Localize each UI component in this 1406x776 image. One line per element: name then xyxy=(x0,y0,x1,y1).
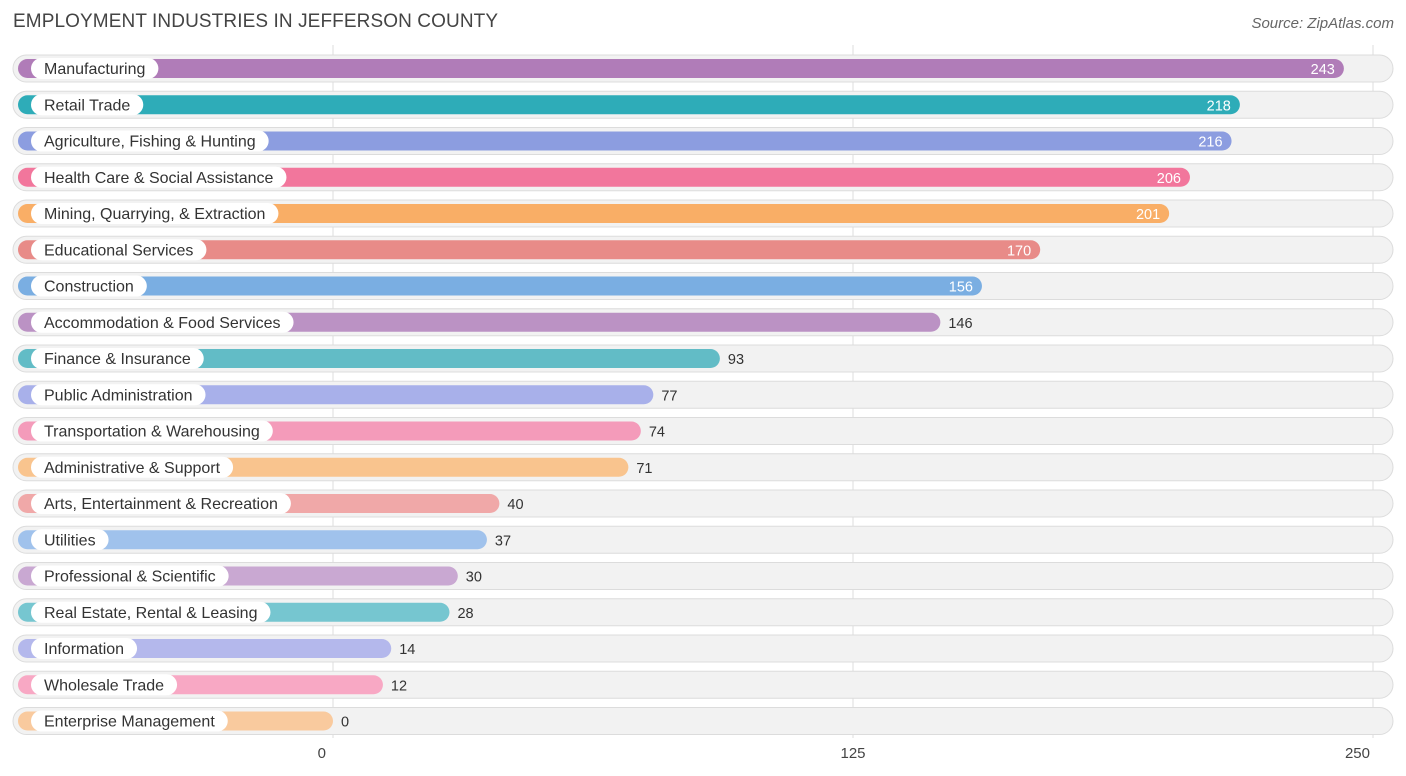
value-label: 93 xyxy=(728,352,744,368)
category-label: Utilities xyxy=(44,532,96,549)
category-label: Accommodation & Food Services xyxy=(44,315,281,332)
bar-row: Finance & Insurance 93 xyxy=(12,344,1394,373)
value-label: 216 xyxy=(1198,135,1222,151)
value-label: 0 xyxy=(341,715,349,731)
category-label: Information xyxy=(44,641,124,658)
category-label-pill xyxy=(31,493,291,514)
bar-row: Transportation & Warehousing 74 xyxy=(12,417,1394,445)
bar-row: Manufacturing 243 xyxy=(12,54,1394,83)
value-label: 28 xyxy=(457,606,473,622)
value-label: 40 xyxy=(507,497,523,513)
category-label-pill xyxy=(31,710,228,732)
value-label: 243 xyxy=(1311,62,1335,78)
category-label: Health Care & Social Assistance xyxy=(44,170,274,187)
category-label-pill xyxy=(31,58,159,79)
bar-row: Educational Services 170 xyxy=(12,235,1394,264)
bar xyxy=(18,240,1041,260)
category-label: Transportation & Warehousing xyxy=(44,424,260,441)
bar xyxy=(18,131,1232,151)
category-label: Real Estate, Rental & Leasing xyxy=(44,605,257,622)
value-label: 12 xyxy=(391,678,407,694)
bar-row: Public Administration 77 xyxy=(12,380,1394,409)
bar-row: Health Care & Social Assistance 206 xyxy=(12,163,1394,192)
category-label: Mining, Quarrying, & Extraction xyxy=(44,206,265,223)
chart-title: EMPLOYMENT INDUSTRIES IN JEFFERSON COUNT… xyxy=(13,11,499,32)
bar xyxy=(18,59,1344,78)
value-label: 206 xyxy=(1157,171,1181,187)
bar-row: Construction 156 xyxy=(12,272,1394,300)
category-label-pill xyxy=(31,275,147,297)
bar-row: Utilities 37 xyxy=(12,525,1394,554)
bar-row: Accommodation & Food Services 146 xyxy=(12,308,1394,337)
category-label: Administrative & Support xyxy=(44,460,221,477)
category-label: Agriculture, Fishing & Hunting xyxy=(44,134,256,151)
category-label: Professional & Scientific xyxy=(44,569,216,586)
x-tick-label: 125 xyxy=(840,745,865,762)
chart-source: Source: ZipAtlas.com xyxy=(1251,15,1394,32)
value-label: 74 xyxy=(649,425,665,441)
bar xyxy=(18,204,1170,223)
category-label-pill xyxy=(31,166,287,188)
bar-row: Enterprise Management 0 xyxy=(12,707,1394,735)
rows-layer: Manufacturing 243 Retail Trade 218 Agricultu… xyxy=(12,54,1394,735)
category-label: Manufacturing xyxy=(44,61,145,78)
bar-row: Agriculture, Fishing & Hunting 216 xyxy=(12,127,1394,155)
value-label: 37 xyxy=(495,533,511,549)
category-label-pill xyxy=(31,674,178,696)
bar-row: Mining, Quarrying, & Extraction 201 xyxy=(12,199,1394,228)
bar-row: Wholesale Trade 12 xyxy=(12,670,1394,699)
category-label-pill xyxy=(31,601,271,623)
category-label-pill xyxy=(31,94,144,116)
bar xyxy=(18,276,982,296)
category-label-pill xyxy=(31,420,273,442)
bar-row: Information 14 xyxy=(12,634,1394,663)
value-label: 146 xyxy=(948,316,972,332)
x-tick-label: 0 xyxy=(318,745,326,762)
category-label-pill xyxy=(31,311,294,333)
category-label: Finance & Insurance xyxy=(44,351,191,368)
bar xyxy=(18,95,1240,115)
row-track xyxy=(12,707,1394,735)
category-label: Public Administration xyxy=(44,387,193,404)
category-label-pill xyxy=(31,638,138,659)
category-label: Construction xyxy=(44,279,134,296)
category-label: Enterprise Management xyxy=(44,714,215,731)
category-label-pill xyxy=(31,203,279,224)
bar xyxy=(18,167,1190,187)
category-label-pill xyxy=(31,384,206,406)
bar xyxy=(18,530,487,550)
category-label: Wholesale Trade xyxy=(44,677,164,694)
bar-row: Professional & Scientific 30 xyxy=(12,562,1394,590)
bar-row: Real Estate, Rental & Leasing 28 xyxy=(12,598,1394,627)
value-label: 170 xyxy=(1007,243,1031,259)
value-label: 201 xyxy=(1136,207,1160,223)
category-label: Arts, Entertainment & Recreation xyxy=(44,496,278,513)
category-label: Educational Services xyxy=(44,242,193,259)
value-label: 71 xyxy=(636,461,652,477)
value-label: 156 xyxy=(949,280,973,296)
category-label-pill xyxy=(31,348,204,369)
bar-row: Retail Trade 218 xyxy=(12,90,1394,119)
category-label-pill xyxy=(31,239,207,261)
bar-row: Administrative & Support 71 xyxy=(12,453,1394,482)
category-label-pill xyxy=(31,130,269,152)
value-label: 30 xyxy=(466,570,482,586)
value-label: 218 xyxy=(1207,98,1231,114)
category-label-pill xyxy=(31,529,109,551)
x-axis: 0 125 250 xyxy=(318,745,1370,762)
x-tick-label: 250 xyxy=(1345,745,1370,762)
category-label-pill xyxy=(31,565,229,587)
category-label: Retail Trade xyxy=(44,97,130,114)
category-label-pill xyxy=(31,456,234,478)
bar-row: Arts, Entertainment & Recreation 40 xyxy=(12,489,1394,518)
value-label: 14 xyxy=(399,642,415,658)
value-label: 77 xyxy=(661,388,677,404)
